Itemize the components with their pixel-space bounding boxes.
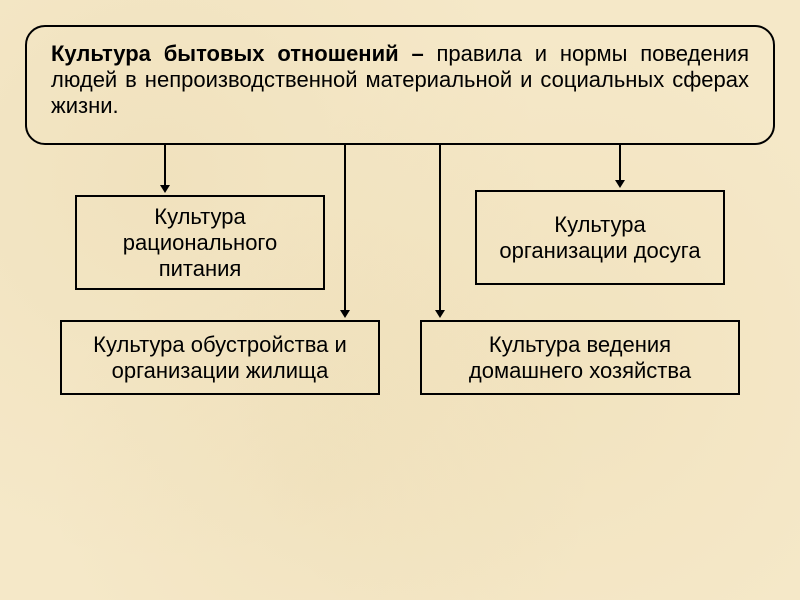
main-definition-box: Культура бытовых отношений – правила и н… xyxy=(25,25,775,145)
child-label: Культура рационального питания xyxy=(89,204,311,282)
child-label: Культура обустройства и организации жили… xyxy=(74,332,366,384)
arrow-head-icon xyxy=(435,310,445,318)
arrow-line xyxy=(439,145,441,312)
arrow-line xyxy=(344,145,346,312)
arrow-line xyxy=(164,145,166,187)
arrow-head-icon xyxy=(615,180,625,188)
child-box-nutrition: Культура рационального питания xyxy=(75,195,325,290)
child-box-household: Культура ведения домашнего хозяйства xyxy=(420,320,740,395)
main-title: Культура бытовых отношений – xyxy=(51,41,424,66)
child-box-leisure: Культура организации досуга xyxy=(475,190,725,285)
child-label: Культура ведения домашнего хозяйства xyxy=(434,332,726,384)
arrow-head-icon xyxy=(160,185,170,193)
child-box-housing: Культура обустройства и организации жили… xyxy=(60,320,380,395)
arrow-head-icon xyxy=(340,310,350,318)
child-label: Культура организации досуга xyxy=(489,212,711,264)
arrow-line xyxy=(619,145,621,182)
